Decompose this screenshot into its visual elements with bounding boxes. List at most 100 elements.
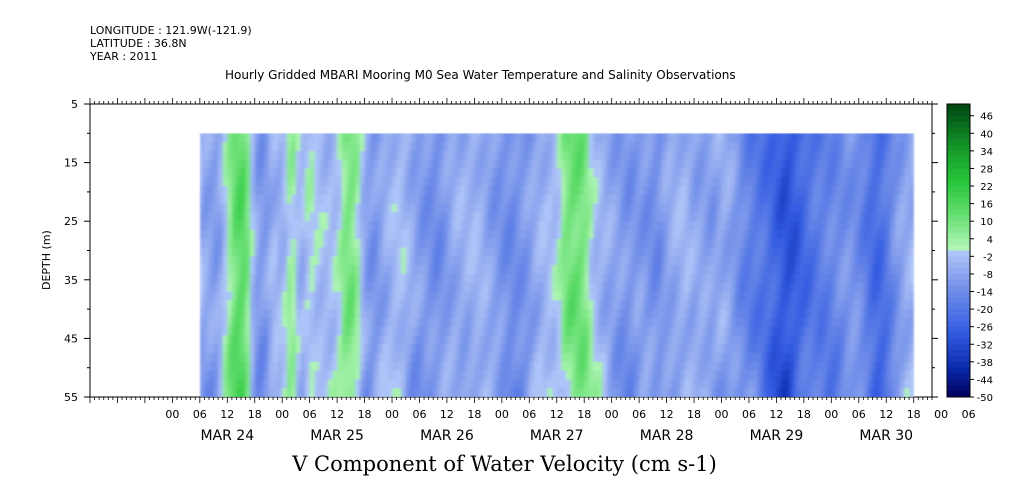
heatmap-cell [881,133,887,143]
heatmap-cell [607,203,613,214]
heatmap-cell [748,317,755,328]
heatmap-cell [639,247,645,257]
heatmap-cell [392,194,398,205]
heatmap-cell [890,370,896,381]
heatmap-cell [657,229,663,240]
heatmap-cell [369,186,375,196]
heatmap-cell [799,282,805,293]
heatmap-cell [327,344,334,354]
heatmap-cell [263,309,270,319]
heatmap-cell [561,265,567,275]
heatmap-cell [478,317,485,328]
heatmap-cell [620,388,627,397]
heatmap-cell [895,221,901,231]
heatmap-cell [456,133,462,143]
heatmap-cell [428,353,434,363]
heatmap-cell [776,370,782,381]
heatmap-cell [845,361,851,372]
heatmap-cell [414,247,421,257]
heatmap-cell [369,212,375,222]
heatmap-cell [748,326,755,337]
heatmap-cell [822,194,828,205]
heatmap-cell [675,133,681,143]
heatmap-cell [346,177,352,187]
heatmap-cell [236,273,242,284]
heatmap-cell [849,229,855,240]
heatmap-cell [478,335,485,345]
heatmap-cell [428,133,434,143]
heatmap-cell [703,265,709,275]
heatmap-cell [657,326,663,337]
heatmap-cell [456,353,462,363]
heatmap-cell [245,142,251,152]
heatmap-cell [858,212,864,222]
heatmap-cell [899,133,906,143]
heatmap-cell [556,142,562,152]
heatmap-cell [460,273,466,284]
heatmap-cell [561,194,567,205]
heatmap-cell [204,370,210,381]
heatmap-cell [703,238,709,249]
heatmap-cell [291,353,297,363]
heatmap-cell [547,265,553,275]
heatmap-cell [382,221,389,231]
heatmap-cell [607,379,613,389]
heatmap-cell [414,273,421,284]
heatmap-cell [314,309,320,319]
heatmap-cell [401,168,407,178]
heatmap-cell [716,326,723,337]
heatmap-cell [291,370,297,381]
heatmap-cell [716,388,723,397]
heatmap-cell [469,238,475,249]
heatmap-cell [208,186,215,196]
heatmap-cell [208,177,215,187]
heatmap-cell [831,186,837,196]
heatmap-cell [337,247,343,257]
heatmap-cell [337,142,343,152]
heatmap-cell [254,221,260,231]
heatmap-cell [378,229,384,240]
heatmap-cell [327,265,334,275]
heatmap-cell [533,159,540,170]
heatmap-cell [625,344,631,354]
heatmap-cell [465,335,471,345]
heatmap-cell [813,361,819,372]
heatmap-cell [597,265,604,275]
heatmap-cell [799,238,805,249]
heatmap-cell [643,229,649,240]
heatmap-cell [565,309,572,319]
heatmap-cell [250,177,256,187]
heatmap-cell [208,159,215,170]
heatmap-cell [703,212,709,222]
heatmap-cell [877,142,883,152]
heatmap-cell [680,353,686,363]
heatmap-cell [662,265,668,275]
heatmap-cell [213,309,219,319]
heatmap-cell [414,159,421,170]
heatmap-cell [707,282,713,293]
heatmap-cell [863,291,869,301]
heatmap-cell [446,177,453,187]
heatmap-cell [547,256,553,266]
heatmap-cell [849,212,855,222]
heatmap-cell [707,229,713,240]
heatmap-cell [890,133,896,143]
heatmap-cell [433,265,439,275]
heatmap-cell [904,344,910,354]
heatmap-cell [483,300,489,310]
heatmap-cell [346,194,352,205]
heatmap-cell [314,159,320,170]
heatmap-cell [515,361,521,372]
heatmap-cell [556,353,562,363]
heatmap-cell [309,291,315,301]
heatmap-cell [305,273,311,284]
heatmap-cell [556,309,562,319]
heatmap-cell [346,388,352,397]
heatmap-cell [813,194,819,205]
heatmap-cell [808,370,814,381]
heatmap-cell [657,150,663,161]
heatmap-cell [314,168,320,178]
heatmap-cell [730,133,736,143]
heatmap-cell [790,168,796,178]
heatmap-cell [387,361,393,372]
